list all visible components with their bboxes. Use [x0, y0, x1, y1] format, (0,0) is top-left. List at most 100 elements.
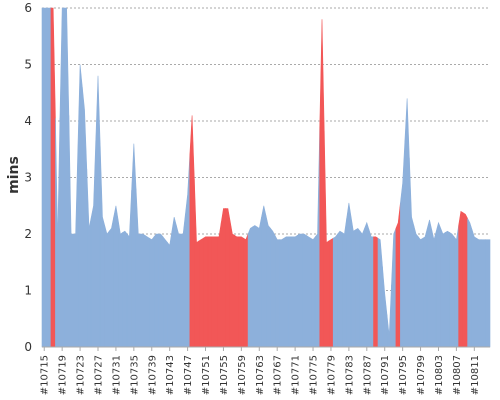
area-point: [265, 215, 271, 348]
area-point: [122, 230, 128, 348]
area-point: [341, 218, 347, 348]
area-point-highlight: [229, 221, 235, 348]
area-point-highlight: [395, 202, 401, 348]
area-point-highlight: [323, 130, 330, 348]
area-point: [467, 218, 473, 348]
area-point: [422, 228, 428, 348]
area-point: [431, 229, 437, 348]
x-tick-label: #10727: [94, 355, 105, 395]
area-point: [167, 231, 173, 348]
area-point: [288, 236, 294, 348]
area-point: [149, 235, 155, 348]
area-point: [117, 219, 123, 348]
area-point: [131, 143, 137, 348]
area-point-highlight: [319, 19, 325, 348]
x-tick-label: #10779: [326, 355, 337, 395]
y-tick-label: 0: [24, 340, 32, 354]
area-point-highlight: [462, 212, 468, 348]
area-point: [364, 221, 370, 348]
x-tick-label: #10751: [201, 355, 212, 395]
x-axis-ticks: #10715 #10719 #10723 #10727 #10731 #10735 #107…: [40, 347, 481, 395]
area-point: [86, 169, 92, 348]
area-point-highlight: [198, 237, 204, 348]
area-point: [332, 233, 338, 348]
x-tick-label: #10743: [165, 355, 176, 395]
area-point: [306, 234, 312, 348]
x-tick-label: #10807: [452, 355, 463, 395]
area-point: [314, 126, 321, 348]
area-point-highlight: [220, 208, 226, 348]
area-point: [297, 233, 303, 348]
area-point: [270, 227, 276, 348]
area-point: [418, 235, 424, 348]
x-tick-label: #10771: [291, 355, 302, 395]
x-tick-label: #10783: [344, 355, 355, 395]
area-point: [377, 237, 383, 348]
y-axis-label: mins: [6, 156, 22, 194]
x-tick-label: #10719: [58, 355, 69, 395]
area-point: [301, 233, 307, 348]
area-point-highlight: [243, 233, 249, 348]
area-point: [476, 237, 482, 348]
area-point: [180, 214, 186, 348]
area-point: [90, 140, 97, 348]
y-tick-label: 4: [24, 114, 32, 128]
area-point: [413, 225, 419, 348]
area-point: [346, 202, 352, 348]
area-point: [444, 230, 450, 348]
x-tick-label: #10775: [309, 355, 320, 395]
area-point: [355, 227, 361, 348]
area-point: [68, 115, 74, 348]
y-tick-label: 2: [24, 227, 32, 241]
x-tick-label: #10735: [129, 355, 140, 395]
area-point: [171, 216, 177, 348]
area-point: [140, 233, 146, 348]
x-tick-label: #10759: [237, 355, 248, 395]
area-point: [252, 225, 258, 348]
x-tick-label: #10787: [362, 355, 373, 395]
area-point-highlight: [328, 237, 334, 348]
area-point: [176, 225, 182, 348]
area-point-highlight: [211, 236, 218, 348]
area-point: [386, 284, 392, 348]
x-tick-label: #10795: [398, 355, 409, 395]
area-point: [104, 225, 110, 348]
area-point: [453, 225, 459, 348]
area-point-highlight: [194, 178, 200, 348]
area-point: [279, 237, 285, 348]
y-tick-label: 3: [24, 171, 32, 185]
area-point-highlight: [202, 236, 209, 348]
x-tick-label: #10763: [255, 355, 266, 395]
area-point: [55, 118, 61, 348]
y-tick-label: 5: [24, 58, 32, 72]
area-point-highlight: [50, 7, 56, 348]
x-tick-label: #10723: [76, 355, 87, 395]
area-point: [400, 140, 406, 348]
area-point: [292, 234, 298, 348]
area-point: [480, 239, 486, 348]
x-tick-label: #10803: [434, 355, 445, 395]
area-point-highlight: [458, 210, 464, 348]
area-point: [113, 205, 119, 348]
area-point: [153, 233, 159, 348]
x-tick-label: #10791: [380, 355, 391, 395]
area-point: [350, 217, 356, 348]
area-point: [41, 7, 47, 348]
area-point: [440, 228, 446, 348]
area-point: [135, 188, 141, 348]
area-point: [404, 98, 410, 348]
area-point: [310, 235, 316, 348]
area-point: [144, 234, 150, 348]
x-tick-label: #10739: [147, 355, 158, 395]
area-point: [99, 146, 106, 348]
area-point: [485, 239, 491, 348]
area-point-highlight: [216, 222, 222, 348]
area-point-highlight: [234, 234, 240, 348]
area-point: [95, 75, 101, 348]
area-point: [73, 149, 79, 348]
area-point: [435, 221, 442, 348]
x-tick-label: #10715: [40, 355, 51, 395]
area-point: [471, 229, 477, 348]
area-point-highlight: [189, 115, 195, 348]
